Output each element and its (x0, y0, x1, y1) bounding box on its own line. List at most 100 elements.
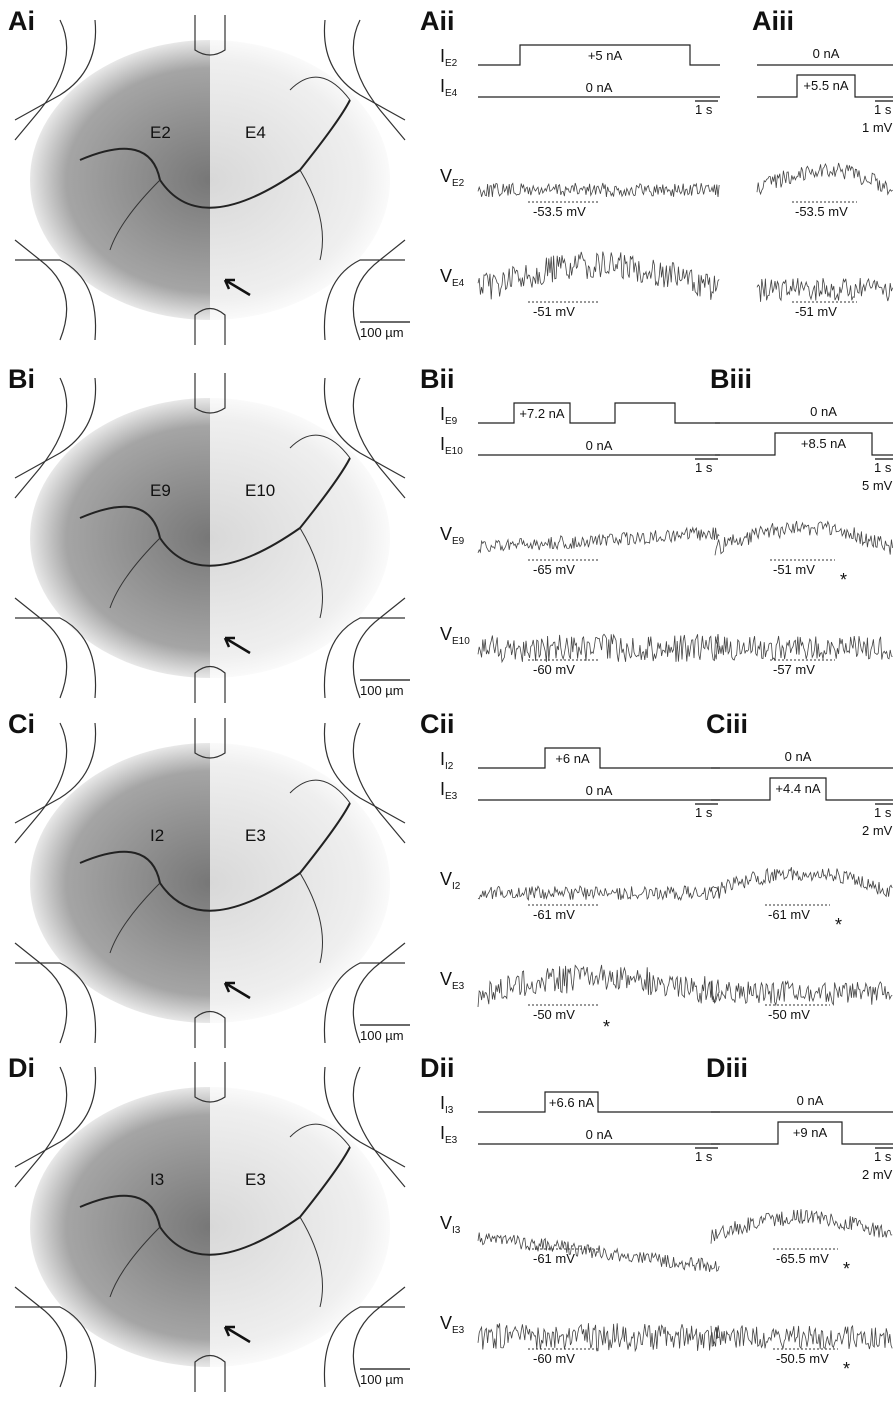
voltage-annotation: -61 mV (533, 907, 575, 922)
ganglion-label: E3 (245, 1170, 266, 1189)
voltage-trace (711, 867, 892, 898)
ganglion-label: E10 (245, 481, 275, 500)
figure: AiAiiAiiiE2E4100 µmIE2IE4+5 nA0 nA1 sVE2… (0, 0, 893, 1416)
voltage-annotation: -65.5 mV (776, 1251, 829, 1266)
current-annotation: +5 nA (588, 48, 623, 63)
channel-label: VE10 (440, 624, 470, 647)
time-scale-label: 1 s (695, 805, 713, 820)
channel-label: II2 (440, 749, 454, 772)
channel-label: VE3 (440, 969, 465, 992)
current-annotation: +6.6 nA (549, 1095, 595, 1110)
voltage-scale-label: 2 mV (862, 1167, 893, 1182)
voltage-annotation: -50.5 mV (776, 1351, 829, 1366)
channel-subscript: E10 (452, 636, 470, 647)
current-annotation: 0 nA (586, 1127, 613, 1142)
ganglion-label: E4 (245, 123, 266, 142)
voltage-trace (711, 1209, 892, 1244)
current-annotation: 0 nA (586, 438, 613, 453)
panel-label: Diii (706, 1053, 748, 1083)
channel-subscript: E2 (445, 58, 458, 69)
channel-subscript: E9 (445, 416, 458, 427)
ganglion-label: E3 (245, 826, 266, 845)
voltage-trace (478, 183, 719, 197)
voltage-trace (711, 981, 892, 1005)
channel-symbol: V (440, 624, 452, 644)
ganglion-label: I3 (150, 1170, 164, 1189)
voltage-annotation: -60 mV (533, 1351, 575, 1366)
time-scale-label: 1 s (874, 1149, 892, 1164)
voltage-trace (715, 521, 893, 555)
channel-subscript: E4 (452, 278, 465, 289)
channel-subscript: E3 (452, 1325, 465, 1336)
current-trace (478, 748, 720, 768)
channel-label: IE3 (440, 1123, 458, 1146)
panel-label: Bi (8, 364, 35, 394)
channel-label: VE4 (440, 266, 465, 289)
event-marker: * (843, 1259, 850, 1279)
voltage-annotation: -51 mV (533, 304, 575, 319)
event-marker: * (843, 1359, 850, 1379)
time-scale-label: 1 s (874, 460, 892, 475)
voltage-annotation: -50 mV (533, 1007, 575, 1022)
panel-label: Bii (420, 364, 455, 394)
channel-label: VE9 (440, 524, 465, 547)
current-annotation: 0 nA (797, 1093, 824, 1108)
panel-label: Aiii (752, 6, 794, 36)
time-scale-label: 1 s (695, 460, 713, 475)
voltage-annotation: -65 mV (533, 562, 575, 577)
current-annotation: 0 nA (813, 46, 840, 61)
current-annotation: 0 nA (586, 80, 613, 95)
event-marker: * (835, 915, 842, 935)
voltage-scale-label: 2 mV (862, 823, 893, 838)
channel-subscript: E3 (445, 791, 458, 802)
current-trace (478, 403, 720, 423)
voltage-annotation: -51 mV (773, 562, 815, 577)
channel-label: VI2 (440, 869, 461, 892)
panel-label: Dii (420, 1053, 455, 1083)
voltage-annotation: -57 mV (773, 662, 815, 677)
voltage-trace (478, 528, 719, 553)
voltage-annotation: -50 mV (768, 1007, 810, 1022)
scale-label: 100 µm (360, 683, 404, 698)
event-marker: * (840, 570, 847, 590)
current-annotation: 0 nA (785, 749, 812, 764)
scale-label: 100 µm (360, 1372, 404, 1387)
voltage-annotation: -60 mV (533, 662, 575, 677)
voltage-trace (711, 1325, 892, 1349)
channel-subscript: E9 (452, 536, 465, 547)
current-trace (478, 1092, 720, 1112)
voltage-trace (715, 636, 893, 660)
channel-subscript: I2 (445, 761, 454, 772)
scale-label: 100 µm (360, 1028, 404, 1043)
channel-label: VI3 (440, 1213, 461, 1236)
channel-subscript: E10 (445, 446, 463, 457)
channel-label: VE3 (440, 1313, 465, 1336)
panel-label: Ai (8, 6, 35, 36)
current-annotation: +4.4 nA (775, 781, 821, 796)
channel-subscript: E3 (445, 1135, 458, 1146)
voltage-trace (478, 252, 719, 300)
voltage-trace (478, 886, 719, 900)
voltage-trace (757, 163, 893, 194)
channel-label: II3 (440, 1093, 454, 1116)
ganglion-label: E9 (150, 481, 171, 500)
panel-label: Biii (710, 364, 752, 394)
channel-label: IE9 (440, 404, 458, 427)
channel-subscript: E2 (452, 178, 465, 189)
voltage-annotation: -61 mV (533, 1251, 575, 1266)
voltage-annotation: -61 mV (768, 907, 810, 922)
voltage-scale-label: 1 mV (862, 120, 893, 135)
channel-symbol: V (440, 1313, 452, 1333)
ganglion-label: I2 (150, 826, 164, 845)
current-annotation: +9 nA (793, 1125, 828, 1140)
ganglion-label: E2 (150, 123, 171, 142)
current-annotation: 0 nA (810, 404, 837, 419)
panel-label: Di (8, 1053, 35, 1083)
channel-label: IE4 (440, 76, 458, 99)
current-annotation: +8.5 nA (801, 436, 847, 451)
panel-label: Ci (8, 709, 35, 739)
time-scale-label: 1 s (874, 805, 892, 820)
time-scale-label: 1 s (874, 102, 892, 117)
panel-label: Aii (420, 6, 455, 36)
